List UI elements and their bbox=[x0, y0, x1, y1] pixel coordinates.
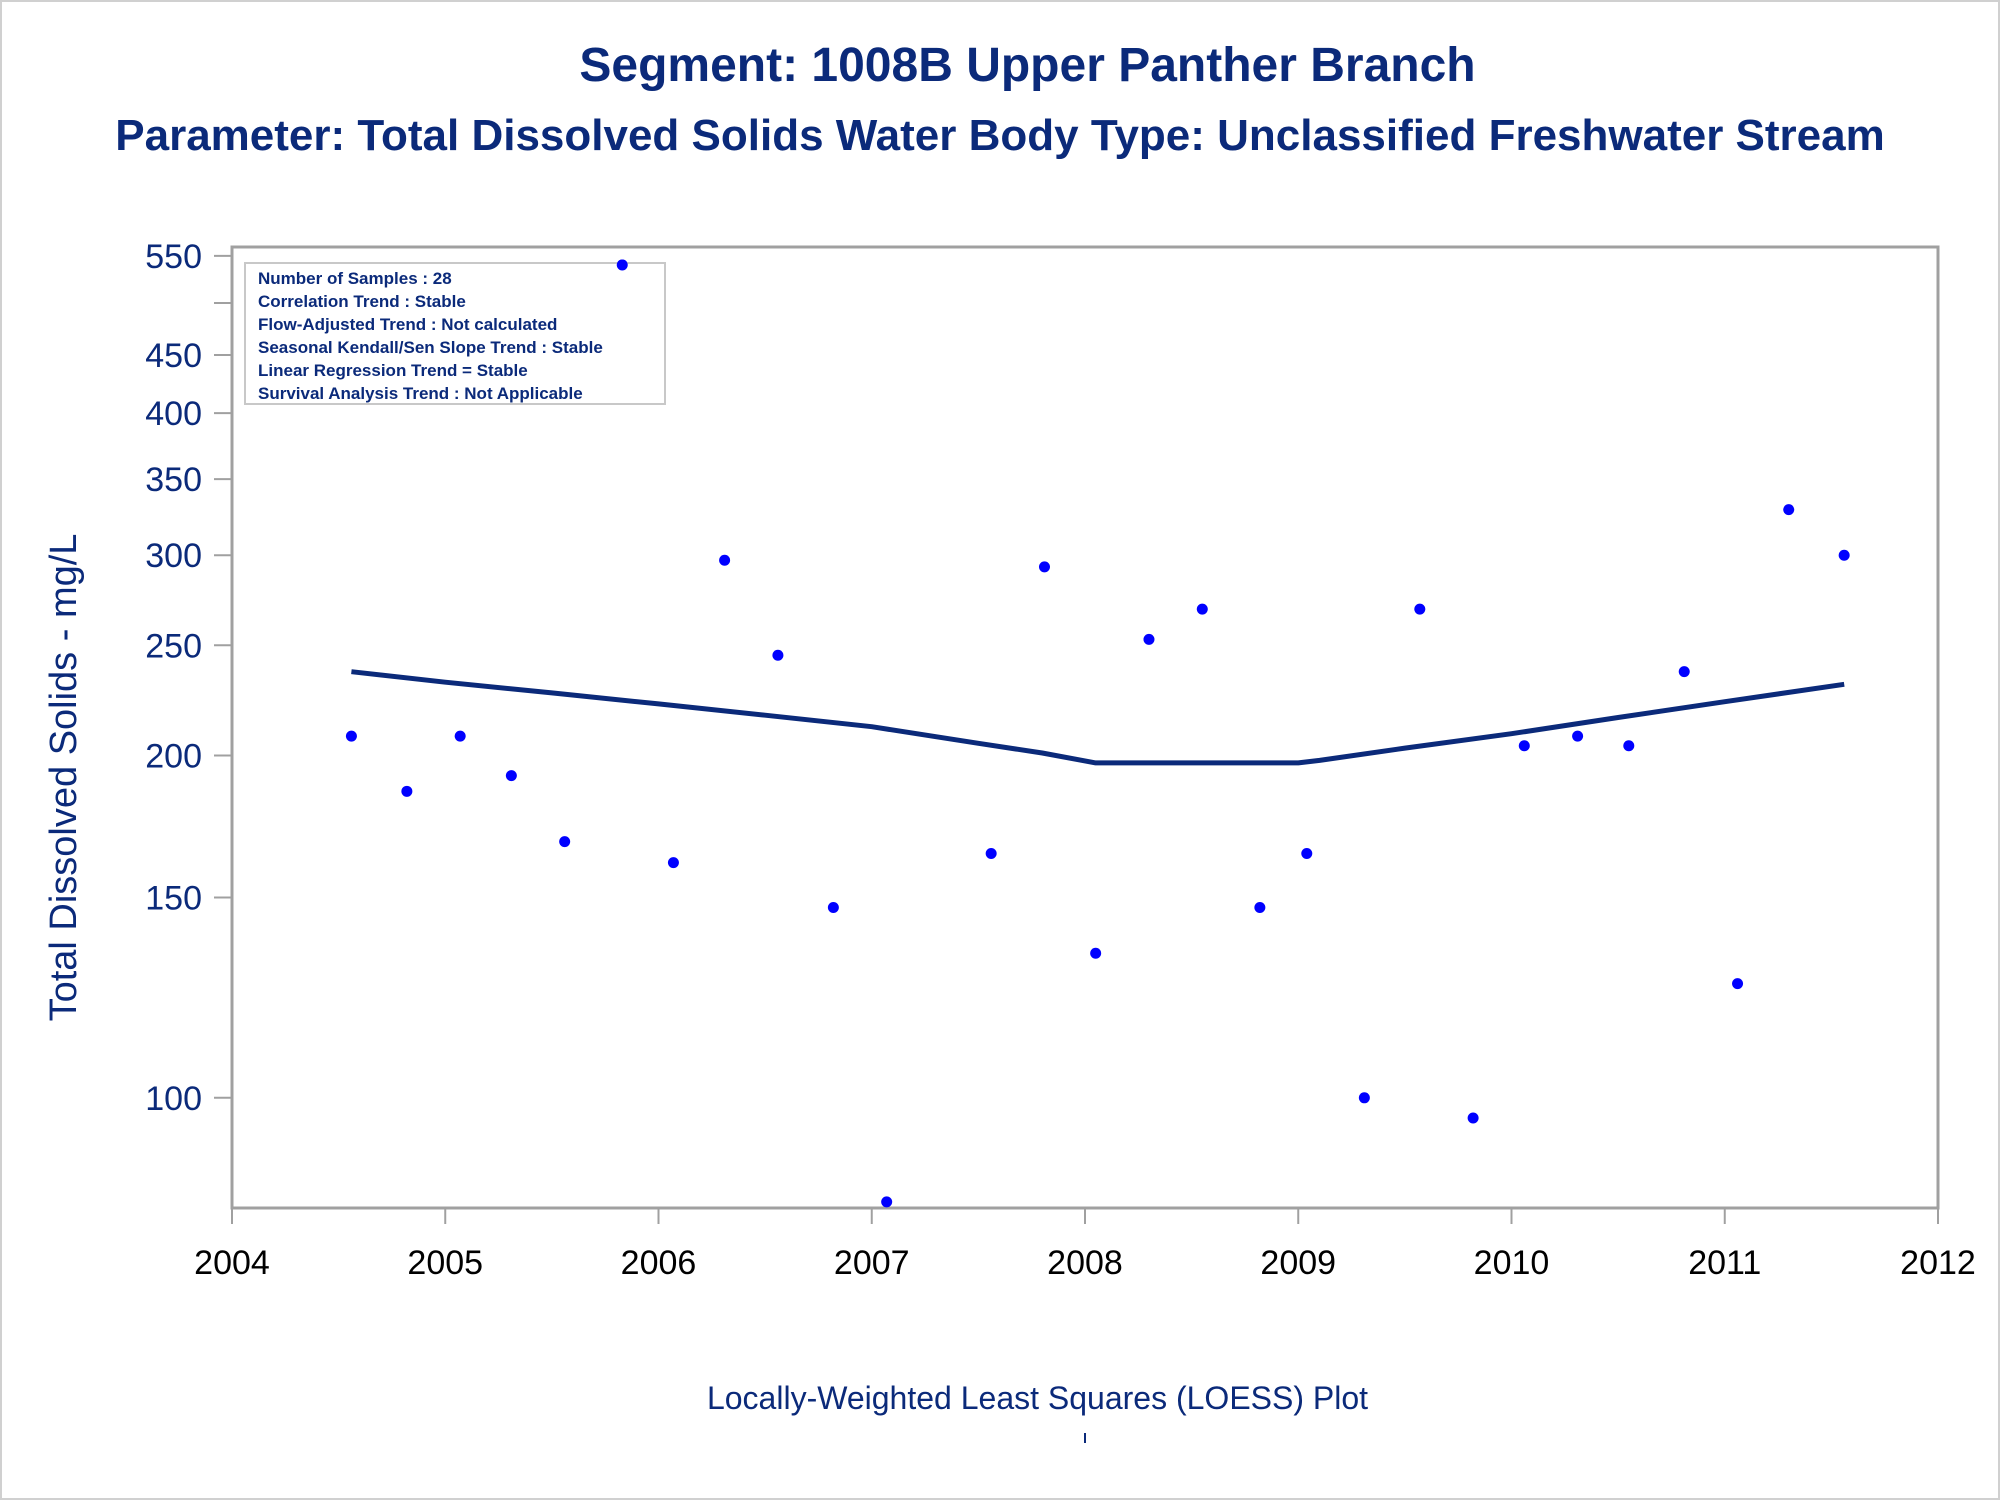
data-point bbox=[985, 847, 997, 859]
data-point bbox=[1414, 603, 1426, 615]
y-tick-label: 350 bbox=[145, 461, 202, 499]
y-tick-label: 200 bbox=[145, 737, 202, 775]
y-tick-label: 300 bbox=[145, 537, 202, 575]
stats-box bbox=[244, 262, 666, 405]
y-tick-label: 400 bbox=[145, 395, 202, 433]
data-point bbox=[1732, 978, 1744, 990]
x-tick-label: 2004 bbox=[194, 1244, 270, 1282]
data-point bbox=[1518, 740, 1530, 752]
stats-line: Linear Regression Trend = Stable bbox=[258, 361, 528, 380]
data-point bbox=[667, 857, 679, 869]
y-tick-label: 550 bbox=[145, 238, 202, 276]
data-point bbox=[1090, 947, 1102, 959]
data-point bbox=[345, 730, 357, 742]
data-point bbox=[616, 259, 628, 271]
y-axis-label: Total Dissolved Solids - mg/L bbox=[43, 534, 85, 1022]
data-point bbox=[1623, 740, 1635, 752]
y-tick-label: 150 bbox=[145, 880, 202, 918]
data-point bbox=[1196, 603, 1208, 615]
stats-line: Seasonal Kendall/Sen Slope Trend : Stabl… bbox=[258, 338, 603, 357]
x-tick-label: 2010 bbox=[1474, 1244, 1550, 1282]
data-point bbox=[1467, 1112, 1479, 1124]
data-point bbox=[881, 1196, 893, 1208]
y-tick-label: 100 bbox=[145, 1080, 202, 1118]
y-tick-label: 450 bbox=[145, 337, 202, 375]
x-tick-label: 2009 bbox=[1260, 1244, 1336, 1282]
data-point bbox=[1783, 504, 1795, 516]
data-point bbox=[454, 730, 466, 742]
data-point bbox=[1301, 847, 1313, 859]
stats-line: Correlation Trend : Stable bbox=[258, 292, 466, 311]
data-point bbox=[1358, 1092, 1370, 1104]
data-point bbox=[401, 785, 413, 797]
y-tick-label: 250 bbox=[145, 627, 202, 665]
chart-title: Segment: 1008B Upper Panther Branch bbox=[579, 39, 1476, 92]
data-point bbox=[1572, 730, 1584, 742]
x-tick-label: 2006 bbox=[621, 1244, 697, 1282]
footnote-mark bbox=[1084, 1433, 1086, 1443]
data-point bbox=[559, 836, 571, 848]
loess-line bbox=[351, 669, 1845, 766]
data-point bbox=[827, 902, 839, 914]
data-point bbox=[772, 649, 784, 661]
chart-subtitle: Parameter: Total Dissolved Solids Water … bbox=[115, 111, 1885, 160]
x-tick-label: 2012 bbox=[1900, 1244, 1976, 1282]
x-tick-label: 2007 bbox=[834, 1244, 910, 1282]
data-point bbox=[1678, 666, 1690, 678]
x-tick-label: 2008 bbox=[1047, 1244, 1123, 1282]
data-point bbox=[719, 554, 731, 566]
x-tick-label: 2005 bbox=[407, 1244, 483, 1282]
data-point bbox=[1254, 902, 1266, 914]
chart-footnote: Locally-Weighted Least Squares (LOESS) P… bbox=[706, 1380, 1369, 1416]
data-point bbox=[505, 770, 517, 782]
data-point bbox=[1038, 561, 1050, 573]
stats-line: Survival Analysis Trend : Not Applicable bbox=[258, 384, 583, 403]
x-tick-label: 2011 bbox=[1688, 1244, 1761, 1282]
data-point bbox=[1838, 549, 1850, 561]
stats-line: Flow-Adjusted Trend : Not calculated bbox=[258, 315, 557, 334]
stats-line: Number of Samples : 28 bbox=[258, 269, 452, 288]
data-point bbox=[1143, 633, 1155, 645]
